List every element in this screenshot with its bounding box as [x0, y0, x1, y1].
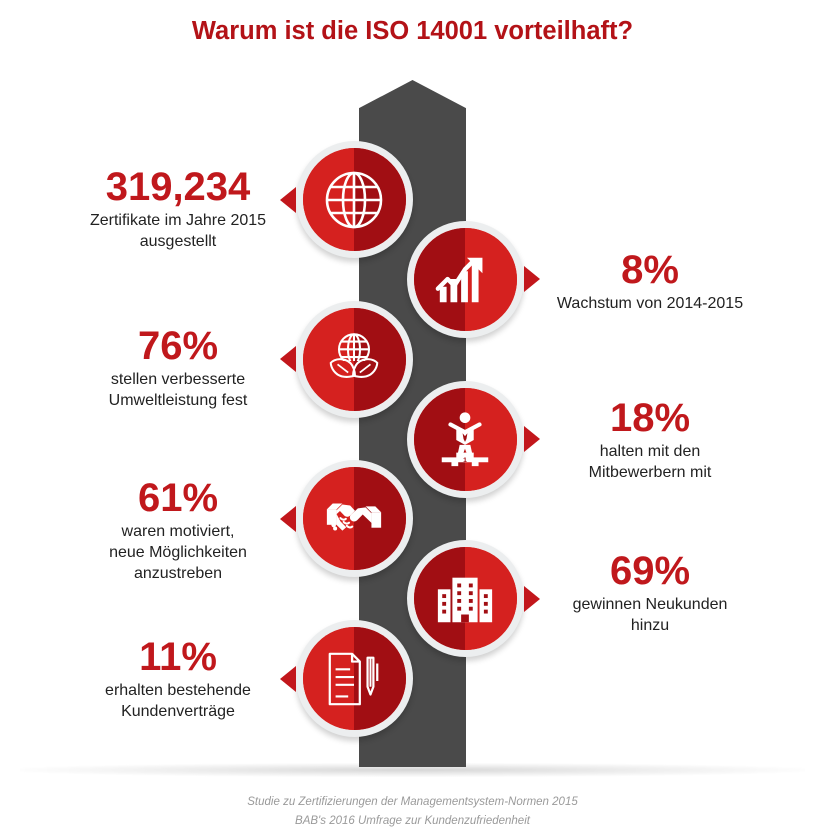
svg-text:1: 1: [463, 457, 467, 464]
